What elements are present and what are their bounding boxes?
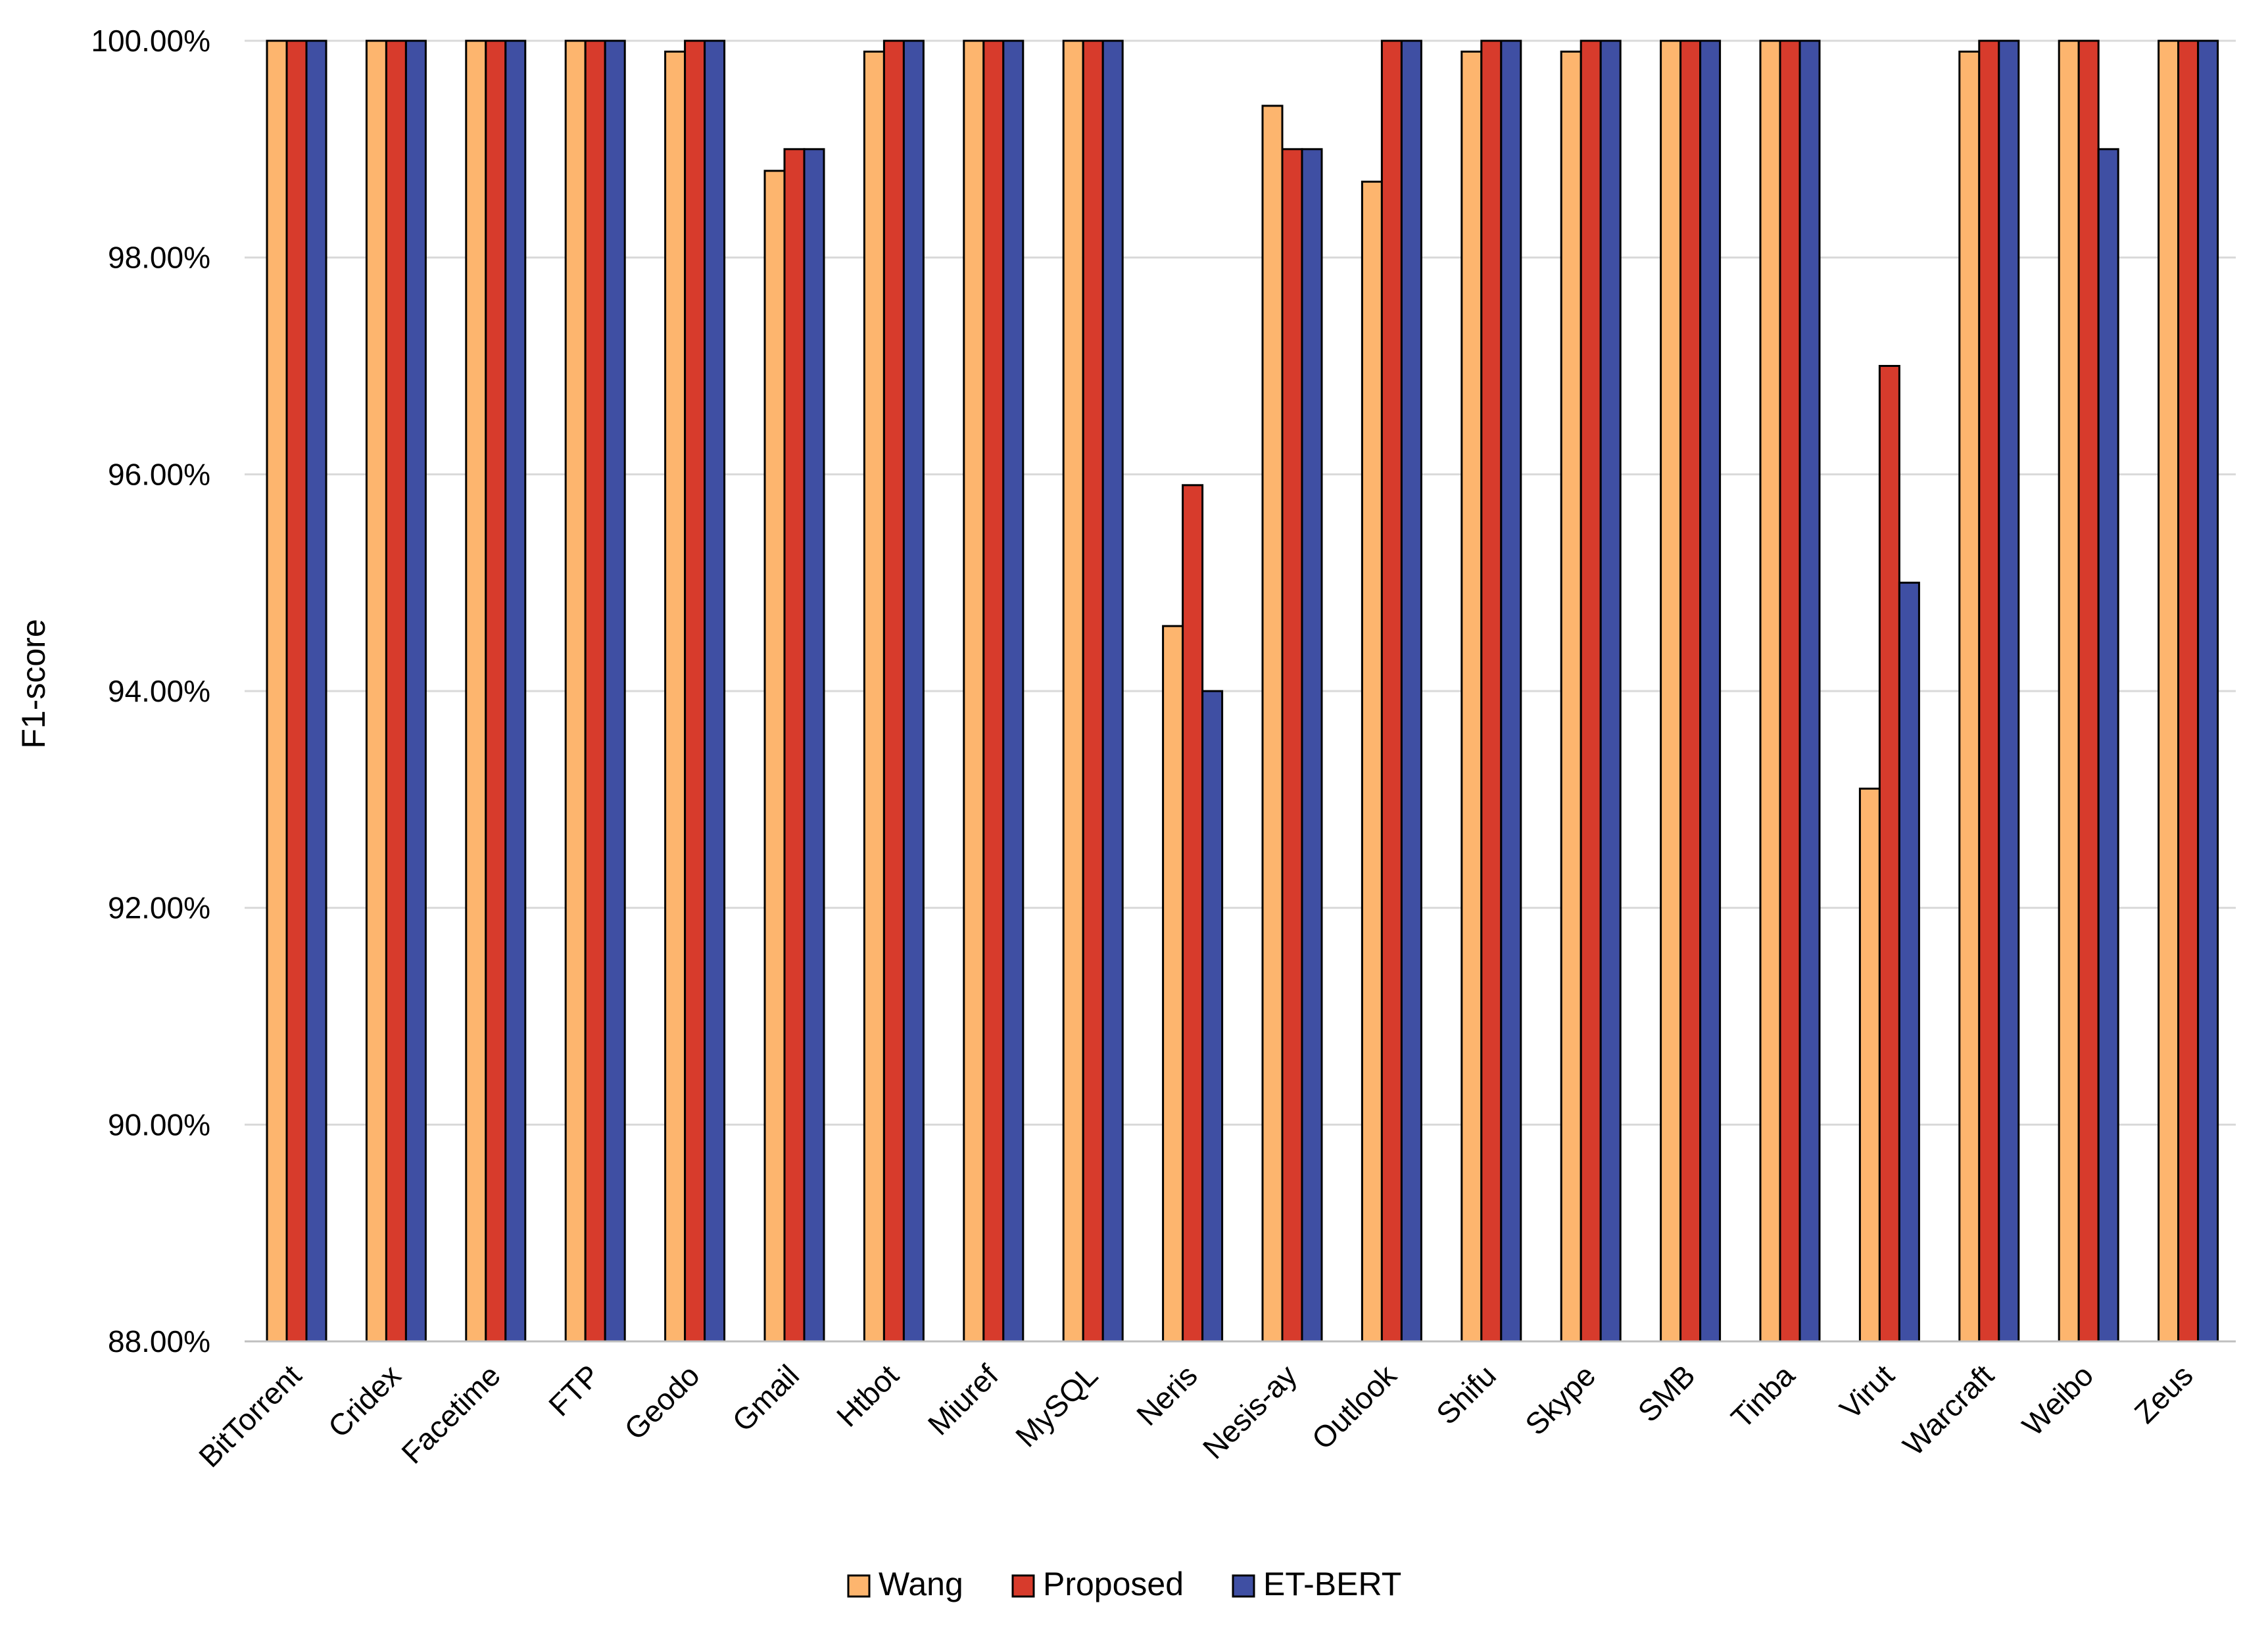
legend: Wang Proposed ET-BERT: [847, 1566, 1401, 1602]
bar-proposed: [1978, 39, 2000, 1343]
bar-proposed: [485, 39, 507, 1343]
x-tick-label: Facetime: [395, 1358, 507, 1470]
bar-proposed: [1281, 148, 1303, 1343]
x-tick-label: MySQL: [1009, 1358, 1104, 1453]
bar-wang: [564, 39, 587, 1343]
bar-proposed: [1480, 39, 1503, 1343]
bar-et-bert: [305, 39, 327, 1343]
bar-wang: [465, 39, 487, 1343]
bar-wang: [365, 39, 387, 1343]
x-tick-label: Htbot: [830, 1358, 905, 1433]
bar-wang: [863, 50, 885, 1343]
legend-label: Proposed: [1043, 1566, 1184, 1602]
y-tick-label: 96.00%: [108, 457, 210, 491]
bar-et-bert: [1998, 39, 2020, 1343]
bar-proposed: [1878, 365, 1900, 1343]
bar-et-bert: [1201, 690, 1224, 1343]
bar-wang: [1858, 787, 1881, 1343]
bar-wang: [1660, 39, 1682, 1343]
bar-proposed: [1380, 39, 1403, 1343]
x-tick-label: SMB: [1631, 1358, 1701, 1428]
bar-et-bert: [2197, 39, 2219, 1343]
legend-swatch: [1232, 1574, 1255, 1598]
x-tick-label: Tinba: [1724, 1358, 1801, 1435]
bar-wang: [1062, 39, 1084, 1343]
y-tick-label: 98.00%: [108, 241, 210, 275]
bar-et-bert: [504, 39, 527, 1343]
bar-proposed: [584, 39, 606, 1343]
bar-wang: [2058, 39, 2080, 1343]
bar-wang: [1460, 50, 1483, 1343]
x-tick-label: FTP: [542, 1358, 606, 1422]
bar-et-bert: [1699, 39, 1722, 1343]
bar-wang: [1361, 180, 1383, 1343]
bar-proposed: [2077, 39, 2100, 1343]
bar-proposed: [882, 39, 905, 1343]
x-tick-label: Zeus: [2128, 1358, 2200, 1430]
x-tick-label: Warcraft: [1896, 1358, 2000, 1462]
legend-label: ET-BERT: [1263, 1566, 1401, 1602]
x-tick-label: BitTorrent: [192, 1358, 308, 1474]
bar-proposed: [385, 39, 407, 1343]
bar-wang: [1162, 625, 1184, 1343]
bar-et-bert: [704, 39, 726, 1343]
y-tick-label: 94.00%: [108, 674, 210, 708]
bar-wang: [963, 39, 985, 1343]
x-tick-label: Miuref: [921, 1358, 1005, 1441]
bar-proposed: [285, 39, 308, 1343]
x-tick-label: Weibo: [2015, 1358, 2100, 1442]
x-tick-label: Outlook: [1305, 1358, 1404, 1456]
x-tick-label: Nesis-ay: [1196, 1358, 1303, 1465]
bar-wang: [266, 39, 288, 1343]
bar-wang: [1560, 50, 1582, 1343]
y-tick-label: 100.00%: [91, 24, 210, 58]
legend-swatch: [1011, 1574, 1035, 1598]
bar-et-bert: [1898, 581, 1920, 1343]
bar-proposed: [1779, 39, 1801, 1343]
legend-label: Wang: [879, 1566, 963, 1602]
bar-et-bert: [604, 39, 626, 1343]
bar-et-bert: [902, 39, 925, 1343]
gridlines: [245, 39, 2236, 1126]
bar-wang: [1261, 105, 1284, 1343]
y-axis-title: F1-score: [15, 619, 52, 748]
bar-wang: [664, 50, 687, 1343]
bar-proposed: [1082, 39, 1104, 1343]
bar-et-bert: [803, 148, 825, 1343]
bar-wang: [1759, 39, 1781, 1343]
bar-et-bert: [1002, 39, 1025, 1343]
bars: [266, 39, 2219, 1343]
bar-proposed: [982, 39, 1005, 1343]
y-tick-label: 92.00%: [108, 891, 210, 925]
bar-proposed: [684, 39, 706, 1343]
x-tick-label: Skype: [1518, 1358, 1602, 1441]
x-tick-label: Shifu: [1430, 1358, 1503, 1431]
bar-et-bert: [1301, 148, 1323, 1343]
bar-et-bert: [1599, 39, 1622, 1343]
x-tick-label: Virut: [1833, 1358, 1900, 1426]
y-tick-label: 88.00%: [108, 1324, 210, 1358]
bar-et-bert: [1500, 39, 1522, 1343]
y-tick-label: 90.00%: [108, 1107, 210, 1141]
bar-wang: [763, 170, 786, 1343]
bar-et-bert: [404, 39, 427, 1343]
bar-wang: [1958, 50, 1981, 1343]
legend-swatch: [847, 1574, 871, 1598]
bar-proposed: [2177, 39, 2200, 1343]
x-tick-label: Neris: [1130, 1358, 1204, 1432]
x-tick-label: Gmail: [725, 1358, 806, 1438]
bar-proposed: [1182, 484, 1204, 1343]
x-tick-label: Cridex: [322, 1358, 408, 1444]
x-tick-label: Geodo: [617, 1358, 706, 1446]
bar-proposed: [1580, 39, 1602, 1343]
bar-et-bert: [1101, 39, 1124, 1343]
bar-et-bert: [1400, 39, 1422, 1343]
bar-proposed: [783, 148, 806, 1343]
bar-proposed: [1679, 39, 1702, 1343]
bar-et-bert: [1798, 39, 1821, 1343]
bar-et-bert: [2097, 148, 2119, 1343]
bar-wang: [2158, 39, 2180, 1343]
